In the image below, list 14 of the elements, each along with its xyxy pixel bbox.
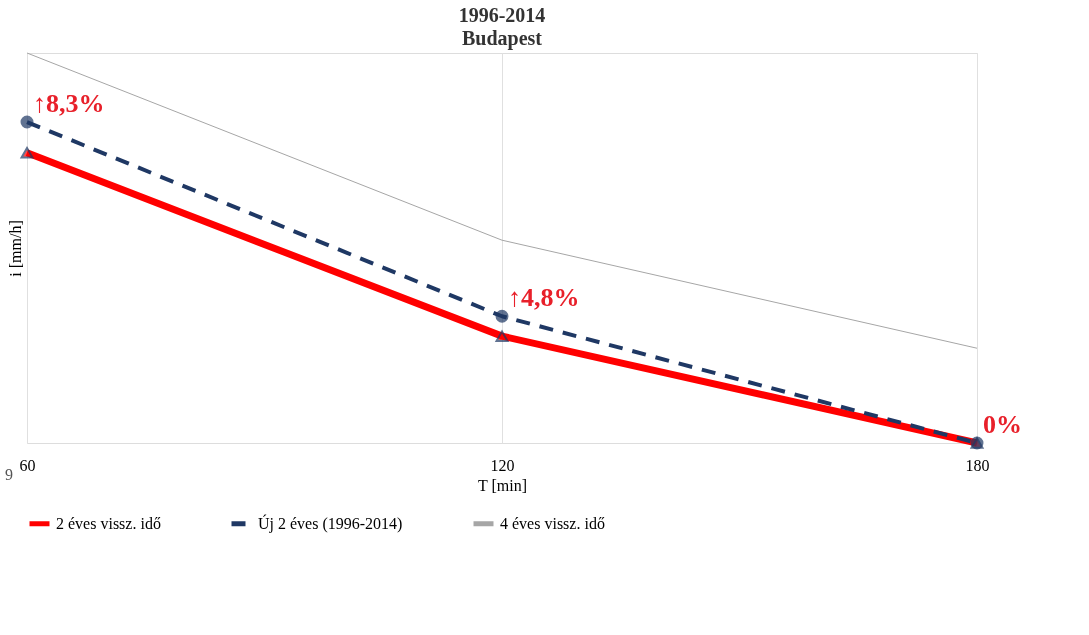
text: 9 [5,466,13,483]
x-tick-label: 120 [490,456,515,474]
annotation: ↑4,8% [508,283,580,313]
y-axis-title: i [mm/h] [6,220,24,277]
legend-label: 2 éves vissz. idő [56,514,161,532]
annotation: 0% [983,410,1022,439]
x-tick-label: 180 [965,456,990,474]
x-tick-label: 60 [19,456,36,474]
legend-label: 4 éves vissz. idő [500,514,605,532]
annotation: ↑8,3% [33,89,105,119]
chart-subtitle: Budapest [461,26,543,50]
chart-title: 1996-2014 [458,3,546,26]
x-axis-title: T [min] [477,476,528,494]
legend-label: Új 2 éves (1996-2014) [258,513,403,533]
